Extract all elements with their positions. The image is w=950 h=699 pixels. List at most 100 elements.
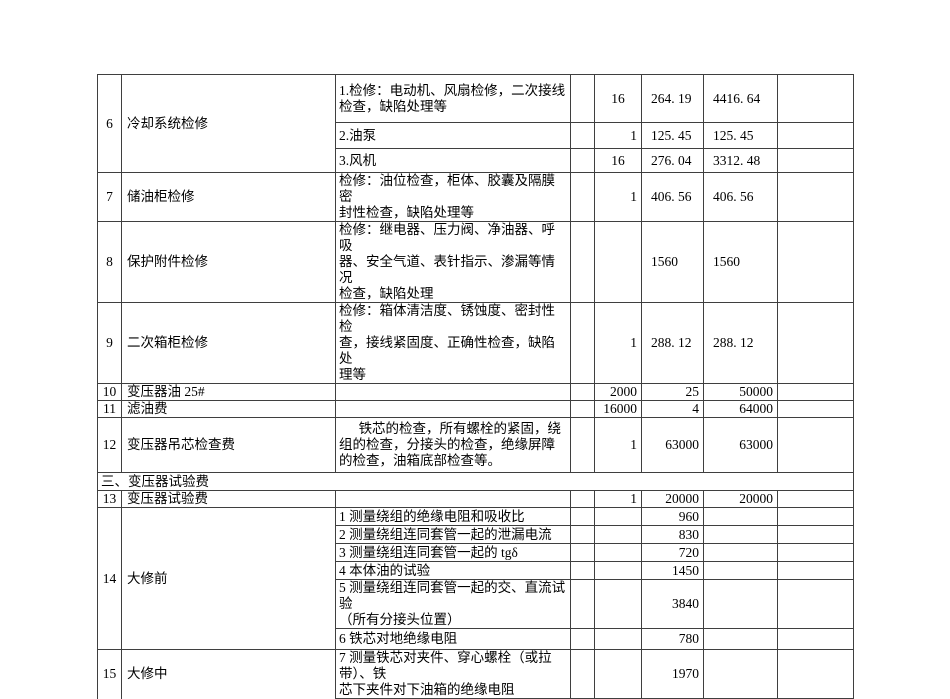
amount-cell — [703, 649, 778, 699]
item-no-cell: 7 — [97, 172, 122, 222]
spacer-cell — [570, 122, 595, 149]
remark-cell — [777, 628, 854, 650]
row-8: 8 保护附件检修 检修：继电器、压力阀、净油器、呼吸 器、安全气道、表针指示、渗… — [97, 221, 854, 303]
item-name-cell: 滤油费 — [121, 400, 336, 418]
spacer-cell — [570, 579, 595, 629]
item-no-cell: 11 — [97, 400, 122, 418]
qty-cell — [594, 628, 642, 650]
item-desc-cell — [335, 383, 571, 401]
test-desc-cell: 6 铁芯对地绝缘电阻 — [335, 628, 571, 650]
spacer-cell — [570, 417, 595, 473]
item-name-cell: 变压器油 25# — [121, 383, 336, 401]
unit-price-cell: 406. 56 — [641, 172, 704, 222]
row-10: 10 变压器油 25# 2000 25 50000 — [97, 383, 854, 401]
spacer-cell — [570, 525, 595, 544]
item-name-cell: 大修前 — [121, 507, 336, 650]
test-desc-cell: 2 测量绕组连同套管一起的泄漏电流 — [335, 525, 571, 544]
item-name-cell: 变压器吊芯检查费 — [121, 417, 336, 473]
unit-price-cell: 25 — [641, 383, 704, 401]
item-name-cell: 二次箱柜检修 — [121, 302, 336, 384]
row-11: 11 滤油费 16000 4 64000 — [97, 400, 854, 418]
remark-cell — [777, 221, 854, 303]
amount-cell: 3312. 48 — [703, 148, 778, 173]
spacer-cell — [570, 543, 595, 562]
spacer-cell — [570, 383, 595, 401]
qty-cell — [594, 507, 642, 526]
item-name-cell: 储油柜检修 — [121, 172, 336, 222]
unit-price-cell: 276. 04 — [641, 148, 704, 173]
item-name-cell: 大修中 — [121, 649, 336, 699]
spacer-cell — [570, 221, 595, 303]
qty-cell: 1 — [594, 172, 642, 222]
amount-cell: 20000 — [703, 490, 778, 508]
remark-cell — [777, 400, 854, 418]
spacer-cell — [570, 148, 595, 173]
remark-cell — [777, 525, 854, 544]
qty-cell: 2000 — [594, 383, 642, 401]
maintenance-cost-table: 6 冷却系统检修 1.检修：电动机、风扇检修，二次接线 检查，缺陷处理等 1 6 … — [97, 74, 854, 699]
spacer-cell — [570, 400, 595, 418]
item-name-cell: 变压器试验费 — [121, 490, 336, 508]
test-price-cell: 1450 — [641, 561, 704, 580]
remark-cell — [777, 417, 854, 473]
remark-cell — [777, 579, 854, 629]
qty-cell — [594, 649, 642, 699]
amount-cell: 4416. 64 — [703, 74, 778, 123]
qty-cell: 1 — [594, 417, 642, 473]
test-price-cell: 1970 — [641, 649, 704, 699]
document-page: 6 冷却系统检修 1.检修：电动机、风扇检修，二次接线 检查，缺陷处理等 1 6 … — [97, 74, 854, 699]
remark-cell — [777, 383, 854, 401]
remark-cell — [777, 74, 854, 123]
item-name-cell: 冷却系统检修 — [121, 74, 336, 173]
test-desc-cell: 7 测量铁芯对夹件、穿心螺栓（或拉带）、铁 芯下夹件对下油箱的绝缘电阻 — [335, 649, 571, 699]
row-15: 15 大修中 7 测量铁芯对夹件、穿心螺栓（或拉带）、铁 芯下夹件对下油箱的绝缘… — [97, 649, 854, 699]
qty-cell — [594, 579, 642, 629]
item-desc-cell: 检修：箱体清洁度、锈蚀度、密封性检 查，接线紧固度、正确性检查，缺陷处 理等 — [335, 302, 571, 384]
test-price-cell: 3840 — [641, 579, 704, 629]
amount-cell: 1560 — [703, 221, 778, 303]
row-12: 12 变压器吊芯检查费 铁芯的检查，所有螺栓的紧固，绕 组的检查，分接头的检查，… — [97, 417, 854, 473]
spacer-cell — [570, 302, 595, 384]
item-desc-cell — [335, 490, 571, 508]
test-price-cell: 960 — [641, 507, 704, 526]
remark-cell — [777, 543, 854, 562]
row-14-test-3: 3 测量绕组连同套管一起的 tgδ 720 — [98, 543, 854, 562]
item-no-cell: 13 — [97, 490, 122, 508]
qty-cell — [594, 543, 642, 562]
section-header-cell: 三、变压器试验费 — [97, 472, 854, 491]
section-3-row: 三、变压器试验费 — [97, 472, 854, 491]
qty-cell — [594, 561, 642, 580]
unit-price-cell: 1560 — [641, 221, 704, 303]
remark-cell — [777, 561, 854, 580]
remark-cell — [777, 172, 854, 222]
qty-cell: 16000 — [594, 400, 642, 418]
row-9: 9 二次箱柜检修 检修：箱体清洁度、锈蚀度、密封性检 查，接线紧固度、正确性检查… — [97, 302, 854, 384]
test-price-cell: 720 — [641, 543, 704, 562]
item-desc-cell: 铁芯的检查，所有螺栓的紧固，绕 组的检查，分接头的检查，绝缘屏障 的检查，油箱底… — [335, 417, 571, 473]
item-desc-cell — [335, 400, 571, 418]
test-desc-cell: 5 测量绕组连同套管一起的交、直流试验 （所有分接头位置） — [335, 579, 571, 629]
spacer-cell — [570, 172, 595, 222]
qty-cell: 1 — [594, 122, 642, 149]
amount-cell: 125. 45 — [703, 122, 778, 149]
test-desc-cell: 3 测量绕组连同套管一起的 tgδ — [335, 543, 571, 562]
amount-cell: 406. 56 — [703, 172, 778, 222]
item-no-cell: 10 — [97, 383, 122, 401]
item-desc-cell: 1.检修：电动机、风扇检修，二次接线 检查，缺陷处理等 — [335, 74, 571, 123]
amount-cell: 50000 — [703, 383, 778, 401]
amount-cell: 64000 — [703, 400, 778, 418]
remark-cell — [777, 507, 854, 526]
row-6-sub-2: 2.油泵 1 125. 45 125. 45 — [98, 122, 854, 149]
unit-price-cell: 288. 12 — [641, 302, 704, 384]
spacer-cell — [570, 649, 595, 699]
row-14-test-1: 14 大修前 1 测量绕组的绝缘电阻和吸收比 960 — [97, 507, 854, 650]
amount-cell — [703, 525, 778, 544]
remark-cell — [777, 490, 854, 508]
test-price-cell: 830 — [641, 525, 704, 544]
amount-cell — [703, 628, 778, 650]
qty-cell: 16 — [594, 148, 642, 173]
test-price-cell: 780 — [641, 628, 704, 650]
item-no-cell: 6 — [97, 74, 122, 173]
qty-cell: 16 — [594, 74, 642, 123]
remark-cell — [777, 148, 854, 173]
